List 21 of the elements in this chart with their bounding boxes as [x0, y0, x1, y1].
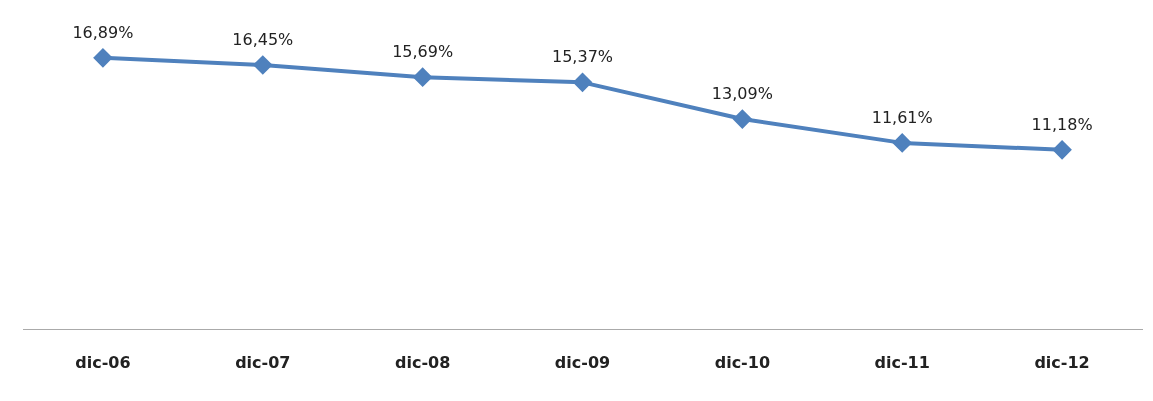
point [733, 110, 752, 129]
data-label: 16,89% [72, 23, 134, 43]
data-label: 15,37% [551, 47, 614, 67]
point [893, 133, 912, 152]
x-tick-label: dic-06 [75, 352, 131, 372]
point [253, 55, 272, 74]
data-label: 13,09% [711, 84, 773, 104]
data-label: 11,61% [871, 108, 933, 128]
point [93, 48, 112, 67]
x-tick-label: dic-12 [1034, 352, 1090, 372]
point [1053, 140, 1072, 159]
point [413, 68, 432, 87]
point [573, 73, 592, 92]
x-tick-label: dic-10 [714, 352, 771, 372]
x-tick-label: dic-09 [554, 352, 611, 372]
data-label: 16,45% [232, 30, 294, 50]
x-tick-label: dic-07 [235, 352, 291, 372]
data-label: 11,18% [1031, 114, 1093, 134]
x-tick-label: dic-08 [394, 352, 451, 372]
data-label: 15,69% [392, 42, 454, 62]
x-tick-label: dic-11 [874, 352, 930, 372]
